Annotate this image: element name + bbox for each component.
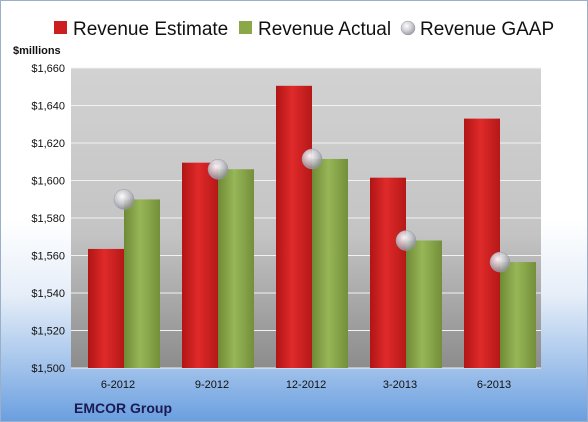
legend-label-actual: Revenue Actual [258, 19, 391, 40]
gaap-marker [301, 148, 323, 170]
gaap-marker [207, 159, 229, 180]
unit-label: $millions [13, 45, 61, 57]
y-tick-label: $1,660 [31, 63, 65, 75]
legend-swatch-estimate [54, 21, 67, 34]
y-tick-label: $1,600 [31, 176, 65, 188]
legend-swatch-gaap [400, 20, 416, 36]
bars [88, 85, 536, 368]
y-tick-label: $1,520 [31, 326, 65, 338]
y-tick-label: $1,500 [31, 363, 65, 375]
y-tick-label: $1,560 [31, 251, 65, 263]
gaap-marker [489, 251, 511, 273]
bar-revenue-estimate [370, 177, 406, 368]
gaap-marker [113, 189, 135, 210]
legend-label-estimate: Revenue Estimate [73, 19, 228, 40]
gaap-markers [113, 148, 511, 273]
bar-revenue-estimate [464, 118, 500, 368]
legend-label-gaap: Revenue GAAP [420, 19, 554, 40]
bar-revenue-actual [500, 262, 536, 368]
bar-revenue-actual [406, 240, 442, 368]
y-tick-label: $1,620 [31, 138, 65, 150]
x-tick-label: 12-2012 [286, 379, 326, 391]
x-tick-label: 6-2013 [477, 379, 511, 391]
gaap-marker [395, 230, 417, 251]
y-tick-label: $1,580 [31, 213, 65, 225]
legend: Revenue Estimate Revenue Actual Revenue … [54, 19, 554, 40]
bar-revenue-actual [124, 199, 160, 368]
x-tick-label: 9-2012 [195, 379, 229, 391]
bar-revenue-estimate [182, 162, 218, 368]
y-tick-label: $1,640 [31, 101, 65, 113]
bar-revenue-actual [312, 158, 348, 368]
bar-revenue-actual [218, 169, 254, 368]
y-tick-label: $1,540 [31, 288, 65, 300]
y-axis-ticks: $1,500 $1,520 $1,540 $1,560 $1,580 $1,600 $1,6… [31, 63, 65, 375]
x-axis-ticks: 6-2012 9-2012 12-2012 3-2013 6-2013 [101, 379, 511, 391]
legend-swatch-actual [239, 21, 252, 34]
x-tick-label: 3-2013 [383, 379, 417, 391]
bar-revenue-estimate [276, 85, 312, 368]
bar-revenue-estimate [88, 248, 124, 368]
x-tick-label: 6-2012 [101, 379, 135, 391]
company-name: EMCOR Group [74, 400, 172, 416]
